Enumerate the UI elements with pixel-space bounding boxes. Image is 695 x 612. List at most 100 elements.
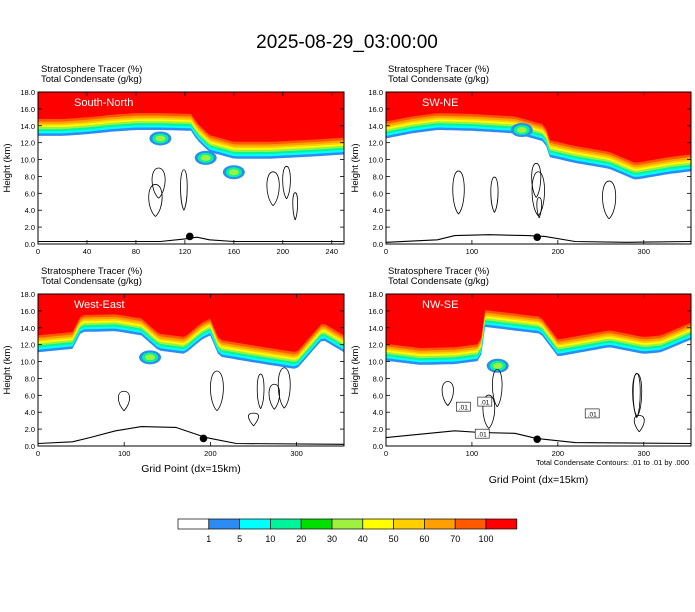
y-tick-label: 0.0: [25, 442, 35, 451]
y-tick-label: 16.0: [20, 105, 35, 114]
condensate-contour: [632, 372, 641, 418]
contour-label: .01: [588, 411, 597, 418]
colorbar-label: 20: [296, 534, 306, 544]
colorbar-label: 50: [389, 534, 399, 544]
colorbar-swatch-8: [393, 518, 425, 530]
colorbar-swatch-2: [208, 518, 240, 530]
x-tick-label: 40: [83, 247, 91, 256]
tracer-blob-1-ring-3: [516, 127, 527, 133]
x-tick-label: 80: [132, 247, 140, 256]
colorbar-swatch-5: [300, 518, 333, 530]
y-tick-label: 14.0: [20, 122, 35, 131]
condensate-contour: [210, 370, 224, 411]
footnote: Total Condensate Contours: .01 to .01 by…: [536, 458, 689, 467]
plot-area: [38, 92, 344, 244]
panel-2: SW-NE 0.0 2.0 4.0 6.0 8.0 10.0 12.0 14.0 16.0 18.0…: [350, 88, 692, 256]
panel-name: SW-NE: [422, 97, 458, 109]
terrain-line: [386, 430, 691, 445]
condensate-contour: [536, 197, 542, 219]
condensate-contour: [633, 415, 645, 433]
x-tick-label: 200: [204, 449, 217, 458]
y-tick-label: 12.0: [368, 341, 383, 350]
location-marker: [185, 232, 194, 241]
x-tick-label: 0: [384, 449, 388, 458]
tracer-band-9: [386, 294, 691, 348]
terrain-line: [38, 426, 344, 445]
contour-label-box: [474, 428, 490, 439]
tracer-blob-1-ring-3: [492, 362, 503, 369]
colorbar-swatch-11: [485, 518, 518, 530]
y-tick-label: 10.0: [20, 358, 35, 367]
terrain-line: [386, 234, 691, 243]
y-tick-label: 12.0: [20, 341, 35, 350]
contour-label-box: [477, 396, 493, 407]
y-tick-label: 10.0: [20, 156, 35, 165]
colorbar-label: 60: [419, 534, 429, 544]
y-tick-label: 10.0: [368, 358, 383, 367]
panel-1-shading-label: Stratosphere Tracer (%): [41, 64, 142, 75]
condensate-contour: [148, 184, 163, 217]
colorbar-swatch-10: [454, 518, 487, 530]
tracer-band-9: [38, 294, 344, 352]
x-tick-label: 300: [637, 449, 650, 458]
y-axis-label: Height (km): [350, 345, 361, 394]
x-tick-label: 160: [228, 247, 241, 256]
condensate-contour: [256, 373, 265, 410]
plot-frame: [37, 91, 345, 245]
y-tick-label: 0.0: [25, 240, 35, 249]
y-tick-label: 12.0: [20, 139, 35, 148]
condensate-contour: [482, 394, 496, 429]
y-tick-label: 4.0: [25, 408, 35, 417]
y-tick-label: 4.0: [373, 408, 383, 417]
y-tick-label: 16.0: [20, 307, 35, 316]
contour-label-box: [456, 401, 471, 412]
condensate-contour: [282, 165, 291, 200]
x-tick-label: 100: [466, 449, 479, 458]
x-axis-label: Grid Point (dx=15km): [489, 474, 589, 486]
x-tick-label: 0: [36, 247, 40, 256]
location-marker: [533, 233, 542, 242]
tracer-blob-1-ring-3: [145, 354, 156, 361]
figure-title: 2025-08-29_03:00:00: [256, 32, 438, 53]
tracer-blob-2-ring-3: [228, 169, 239, 176]
colorbar-label: 70: [450, 534, 460, 544]
condensate-contour: [490, 176, 499, 213]
colorbar-swatch-4: [270, 518, 302, 530]
y-tick-label: 10.0: [368, 156, 383, 165]
x-tick-label: 200: [277, 247, 290, 256]
panel-1-contour-label: Total Condensate (g/kg): [41, 74, 142, 85]
y-tick-label: 12.0: [368, 139, 383, 148]
condensate-contour: [602, 180, 617, 220]
colorbar-label: 40: [358, 534, 368, 544]
location-marker: [199, 434, 208, 443]
y-tick-label: 16.0: [368, 105, 383, 114]
contour-label: .01: [480, 400, 489, 407]
y-tick-label: 0.0: [373, 442, 383, 451]
location-marker: [533, 435, 542, 444]
y-tick-label: 2.0: [373, 223, 383, 232]
panel-name: NW-SE: [422, 299, 458, 311]
x-tick-label: 300: [290, 449, 303, 458]
plot-frame: [385, 293, 692, 447]
condensate-contour: [151, 167, 166, 199]
condensate-contour: [268, 383, 281, 410]
x-tick-label: 120: [179, 247, 192, 256]
y-tick-label: 2.0: [25, 223, 35, 232]
y-tick-label: 8.0: [373, 172, 383, 181]
y-tick-label: 18.0: [20, 290, 35, 299]
y-tick-label: 4.0: [373, 206, 383, 215]
plot-frame: [37, 293, 345, 447]
condensate-contour: [266, 171, 280, 206]
x-tick-label: 200: [552, 247, 565, 256]
plot-area: [38, 294, 344, 446]
plot-frame: [385, 91, 692, 245]
y-tick-label: 14.0: [20, 324, 35, 333]
colorbar-label: 30: [327, 534, 337, 544]
y-tick-label: 18.0: [368, 88, 383, 97]
panel-4-contour-label: Total Condensate (g/kg): [388, 276, 489, 287]
y-tick-label: 8.0: [25, 374, 35, 383]
y-tick-label: 0.0: [373, 240, 383, 249]
x-tick-label: 100: [118, 449, 131, 458]
colorbar: 1 5 10 20 30 40 50 60 70 100: [177, 518, 518, 544]
